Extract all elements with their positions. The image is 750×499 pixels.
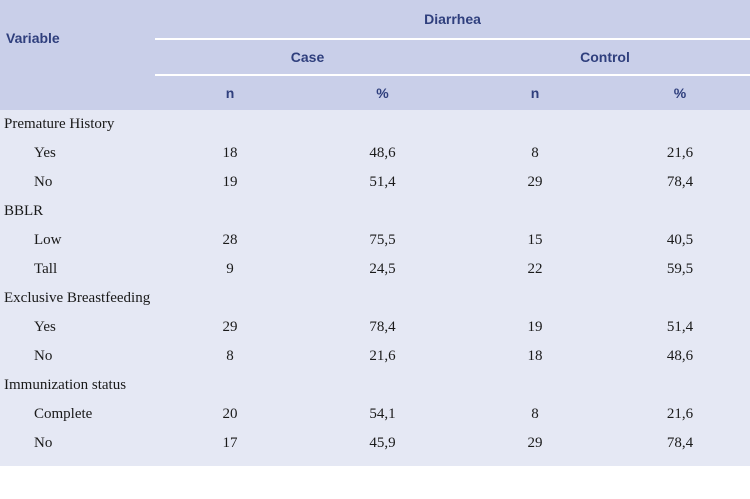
table-row: No 8 21,6 18 48,6 xyxy=(0,342,750,371)
row-label: Yes xyxy=(34,145,56,161)
table-row: Low 28 75,5 15 40,5 xyxy=(0,226,750,255)
table-row: No 19 51,4 29 78,4 xyxy=(0,168,750,197)
case-percent-cell: 51,4 xyxy=(369,174,396,190)
control-n-cell: 29 xyxy=(527,174,543,190)
table-row: Yes 18 48,6 8 21,6 xyxy=(0,139,750,168)
case-percent-cell: 48,6 xyxy=(369,145,396,161)
control-percent-cell: 48,6 xyxy=(666,348,694,364)
control-n-cell: 8 xyxy=(531,145,539,161)
header-spacer xyxy=(0,75,155,110)
table-row: Complete 20 54,1 8 21,6 xyxy=(0,400,750,429)
section-title: Exclusive Breastfeeding xyxy=(4,290,151,306)
case-percent-header: % xyxy=(305,75,460,110)
control-percent-cell: 51,4 xyxy=(666,319,694,335)
case-percent-cell: 21,6 xyxy=(369,348,396,364)
case-n-cell: 18 xyxy=(222,145,238,161)
control-percent-cell: 21,6 xyxy=(666,406,694,422)
control-n-cell: 22 xyxy=(527,261,543,277)
control-n-cell: 8 xyxy=(531,406,539,422)
row-label: Yes xyxy=(34,319,56,335)
control-n-cell: 18 xyxy=(527,348,543,364)
row-label: No xyxy=(34,435,53,451)
section-row: Immunization status xyxy=(0,371,750,400)
control-n-cell: 29 xyxy=(527,435,543,451)
case-n-header: n xyxy=(155,75,305,110)
row-label: Complete xyxy=(34,406,93,422)
case-percent-cell: 75,5 xyxy=(369,232,396,248)
row-label: Tall xyxy=(34,261,58,277)
case-percent-cell: 24,5 xyxy=(369,261,396,277)
control-percent-header: % xyxy=(610,75,750,110)
table-header: Variable Diarrhea Case Control n % n % xyxy=(0,0,750,110)
variable-header: Variable xyxy=(0,0,155,75)
table-row: No 17 45,9 29 78,4 xyxy=(0,429,750,458)
case-n-cell: 29 xyxy=(222,319,238,335)
table-row: Yes 29 78,4 19 51,4 xyxy=(0,313,750,342)
control-percent-cell: 78,4 xyxy=(666,435,694,451)
case-n-cell: 9 xyxy=(226,261,234,277)
case-n-cell: 28 xyxy=(222,232,238,248)
case-percent-cell: 78,4 xyxy=(369,319,396,335)
diarrhea-header: Diarrhea xyxy=(155,0,750,40)
control-percent-cell: 40,5 xyxy=(666,232,694,248)
case-n-cell: 20 xyxy=(222,406,238,422)
table-body: Premature History Yes 18 48,6 8 21,6 No … xyxy=(0,110,750,458)
case-percent-cell: 45,9 xyxy=(369,435,396,451)
control-header: Control xyxy=(460,39,750,76)
section-title: Immunization status xyxy=(4,377,127,393)
row-label: Low xyxy=(34,232,62,248)
case-n-cell: 19 xyxy=(222,174,238,190)
case-header: Case xyxy=(155,39,460,76)
control-n-cell: 19 xyxy=(527,319,543,335)
section-row: Premature History xyxy=(0,110,750,139)
case-n-cell: 8 xyxy=(226,348,234,364)
case-n-cell: 17 xyxy=(222,435,238,451)
data-table-container: Variable Diarrhea Case Control n % n % P… xyxy=(0,0,750,466)
control-percent-cell: 21,6 xyxy=(666,145,694,161)
control-n-cell: 15 xyxy=(527,232,543,248)
table-row: Tall 9 24,5 22 59,5 xyxy=(0,255,750,284)
control-percent-cell: 78,4 xyxy=(666,174,694,190)
section-title: BBLR xyxy=(4,203,44,219)
section-row: Exclusive Breastfeeding xyxy=(0,284,750,313)
control-percent-cell: 59,5 xyxy=(666,261,694,277)
section-title: Premature History xyxy=(4,116,115,132)
control-n-header: n xyxy=(460,75,610,110)
row-label: No xyxy=(34,348,53,364)
section-row: BBLR xyxy=(0,197,750,226)
row-label: No xyxy=(34,174,53,190)
case-percent-cell: 54,1 xyxy=(369,406,396,422)
diarrhea-table: Variable Diarrhea Case Control n % n % P… xyxy=(0,0,750,458)
